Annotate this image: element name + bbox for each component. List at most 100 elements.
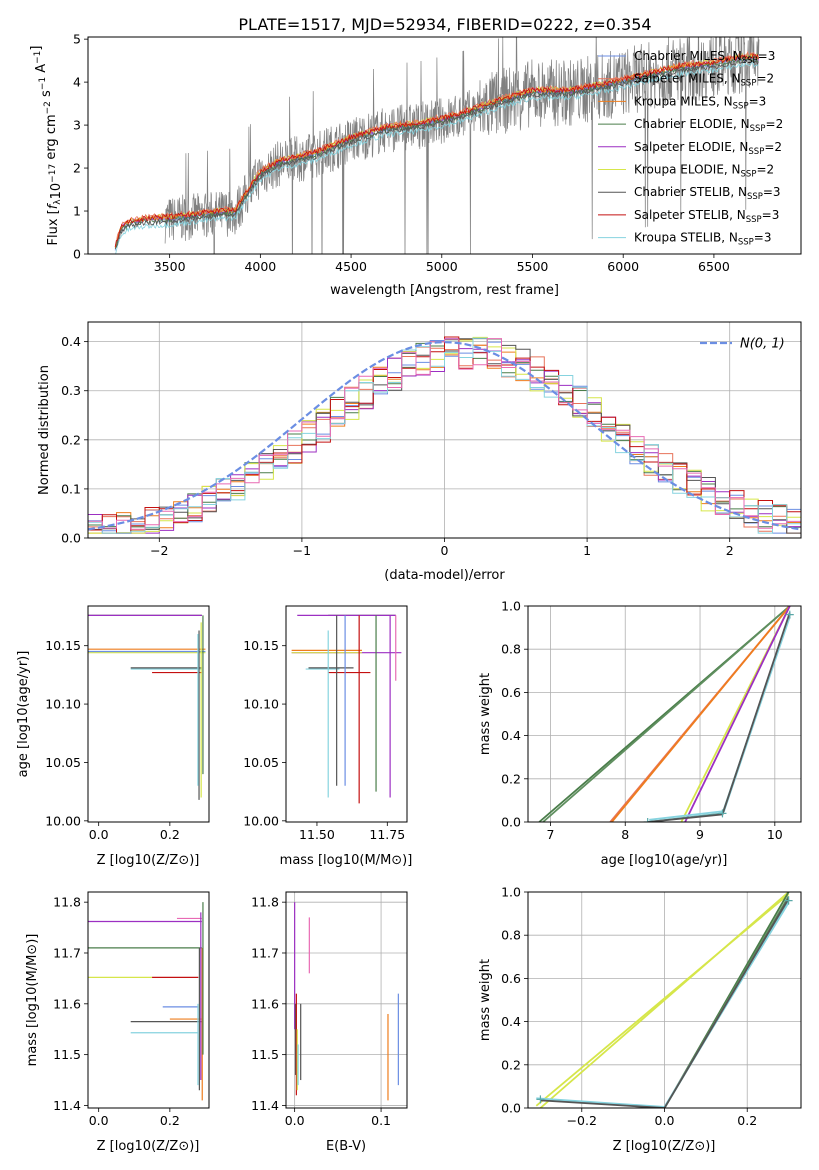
- legend-label: Salpeter STELIB, NSSP=3: [634, 208, 779, 225]
- y-tick-label: 0: [73, 247, 81, 262]
- y-axis-label: mass weight: [478, 673, 493, 755]
- y-tick-label: 1.0: [501, 885, 521, 900]
- marker: [718, 809, 727, 818]
- plot-area: [114, 37, 760, 254]
- residual-hist-kroupa_stelib: [88, 337, 801, 538]
- y-tick-label: 1: [73, 204, 81, 219]
- x-tick-label: 2: [726, 543, 734, 558]
- marker: [785, 610, 794, 619]
- y-tick-label: 11.4: [251, 1098, 279, 1113]
- x-tick-label: 0.0: [89, 1113, 109, 1128]
- axes: 11.50 11.75 10.00 10.05 10.10 10.15: [243, 605, 408, 842]
- model-spectrum-kroupa_stelib: [115, 60, 759, 254]
- mass-weight-line-green2: [542, 606, 791, 822]
- model-spectrum-chabrier_stelib: [114, 57, 759, 250]
- legend-label: Salpeter MILES, NSSP=2: [634, 72, 774, 89]
- x-tick-label: 10: [767, 827, 783, 842]
- axes: 0.0 0.2 10.00 10.05 10.10 10.15: [45, 605, 210, 842]
- legend-label: Kroupa MILES, NSSP=3: [634, 94, 766, 111]
- y-tick-label: 0.6: [501, 685, 521, 700]
- x-tick-label: 0.2: [160, 827, 180, 842]
- axes: −2 −1 0 1 2 0.0 0.1 0.2 0.3 0.4: [61, 321, 802, 558]
- mass-weight-line-kroupa_elodie: [535, 893, 790, 1107]
- y-tick-label: 11.7: [53, 945, 81, 960]
- x-tick-label: 11.75: [369, 827, 405, 842]
- x-axis-label: Z [log10(Z/Z⊙)]: [613, 1139, 716, 1154]
- plot-area: [535, 892, 793, 1108]
- x-axis-label: age [log10(age/yr)]: [601, 853, 728, 868]
- legend-label: Kroupa ELODIE, NSSP=2: [634, 163, 774, 180]
- mass-weight-line-kroupa_miles: [611, 606, 791, 822]
- x-axis-label: Z [log10(Z/Z⊙)]: [97, 1139, 200, 1154]
- y-axis-label: Flux [fλ10−17 erg cm−2 s−1 A−1]: [29, 46, 64, 246]
- normal-curve: [88, 341, 801, 531]
- y-tick-label: 0.0: [501, 1101, 521, 1116]
- x-axis-label: mass [log10(M/M⊙)]: [280, 853, 413, 868]
- y-tick-label: 10.10: [45, 697, 81, 712]
- y-tick-label: 0.4: [61, 334, 81, 349]
- axes: −0.2 0.0 0.2 0.0 0.2 0.4 0.6 0.8 1.0: [501, 885, 802, 1128]
- y-tick-label: 10.00: [45, 813, 81, 828]
- figure-title: PLATE=1517, MJD=52934, FIBERID=0222, z=0…: [238, 15, 651, 34]
- y-tick-label: 0.2: [501, 771, 521, 786]
- x-axis-label: E(B-V): [326, 1139, 366, 1154]
- y-tick-label: 11.6: [53, 996, 81, 1011]
- y-tick-label: 10.05: [45, 755, 81, 770]
- axes: 0.0 0.2 11.4 11.5 11.6 11.7 11.8: [53, 891, 210, 1128]
- legend-label: Chabrier ELODIE, NSSP=2: [634, 117, 783, 134]
- x-tick-label: 5000: [426, 259, 458, 274]
- y-tick-label: 0.6: [501, 971, 521, 986]
- x-tick-label: 6500: [698, 259, 730, 274]
- axes-frame: [527, 605, 802, 823]
- x-tick-label: 11.50: [299, 827, 335, 842]
- y-tick-label: 10.15: [45, 638, 81, 653]
- legend-label: Chabrier STELIB, NSSP=3: [634, 185, 781, 202]
- y-axis-label: age [log10(age/yr)]: [16, 651, 31, 778]
- y-tick-label: 11.6: [251, 996, 279, 1011]
- x-axis-label: (data-model)/error: [384, 568, 505, 583]
- plot-area: [538, 606, 794, 822]
- mass-weight-line-kroupa_stelib: [536, 902, 790, 1108]
- x-tick-label: 0.1: [371, 1113, 391, 1128]
- x-tick-label: 6000: [607, 259, 639, 274]
- y-tick-label: 10.10: [243, 697, 279, 712]
- age-vs-metallicity-panel: 0.0 0.2 10.00 10.05 10.10 10.15 Z [log10(Z/Z⊙)…: [16, 605, 210, 868]
- legend: Chabrier MILES, NSSP=3 Salpeter MILES, NS…: [598, 49, 783, 248]
- residual-hist-pink: [88, 338, 801, 538]
- model-spectrum-salpeter_stelib: [114, 53, 759, 247]
- plot-area: [88, 902, 204, 1101]
- y-tick-label: 3: [73, 118, 81, 133]
- y-tick-label: 0.3: [61, 383, 81, 398]
- x-axis-label: Z [log10(Z/Z⊙)]: [97, 853, 200, 868]
- y-tick-label: 2: [73, 161, 81, 176]
- x-tick-label: 4000: [244, 259, 276, 274]
- y-tick-label: 0.0: [501, 815, 521, 830]
- x-tick-label: 3500: [154, 259, 186, 274]
- y-tick-label: 0.2: [61, 432, 81, 447]
- axes: 0.0 0.1 11.4 11.5 11.6 11.7 11.8: [251, 891, 408, 1128]
- mass-weight-line-chabrier_stelib: [647, 612, 791, 822]
- y-tick-label: 11.8: [53, 895, 81, 910]
- y-tick-label: 4: [73, 75, 81, 90]
- x-tick-label: −1: [293, 543, 311, 558]
- x-tick-label: 1: [583, 543, 591, 558]
- plot-area: [88, 336, 801, 538]
- y-tick-label: 0.0: [61, 531, 81, 546]
- y-tick-label: 0.8: [501, 642, 521, 657]
- y-tick-label: 11.4: [53, 1098, 81, 1113]
- legend: N(0, 1): [700, 337, 785, 352]
- plot-area: [88, 614, 206, 800]
- axes-frame: [87, 891, 210, 1109]
- marker: [784, 896, 793, 905]
- x-tick-label: 0.0: [89, 827, 109, 842]
- grid: [286, 892, 407, 1108]
- observed-spectrum: [164, 37, 760, 254]
- mass-vs-ebv-panel: 0.0 0.1 11.4 11.5 11.6 11.7 11.8 E(B-V): [251, 891, 408, 1154]
- axes-frame: [285, 891, 408, 1109]
- y-axis-label: mass weight: [478, 959, 493, 1041]
- model-spectrum-chabrier_elodie: [114, 55, 759, 249]
- y-tick-label: 11.7: [251, 945, 279, 960]
- x-tick-label: 4500: [335, 259, 367, 274]
- y-tick-label: 0.2: [501, 1057, 521, 1072]
